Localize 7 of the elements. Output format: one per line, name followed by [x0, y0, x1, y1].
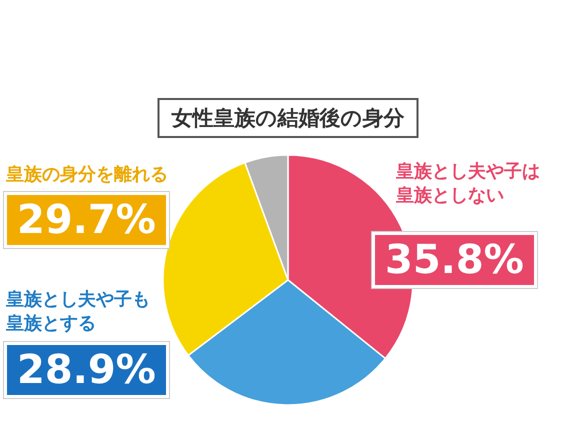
slice-label: 皇族とし夫や子も皇族とする — [6, 288, 151, 336]
data-label: 35.8% — [372, 232, 537, 288]
data-label: 28.9% — [4, 342, 169, 398]
data-label: 29.7% — [4, 192, 169, 248]
slice-label: 皇族の身分を離れる — [6, 163, 169, 187]
chart-title: 女性皇族の結婚後の身分 — [158, 98, 418, 138]
slice-label: 皇族とし夫や子は皇族としない — [396, 160, 541, 208]
